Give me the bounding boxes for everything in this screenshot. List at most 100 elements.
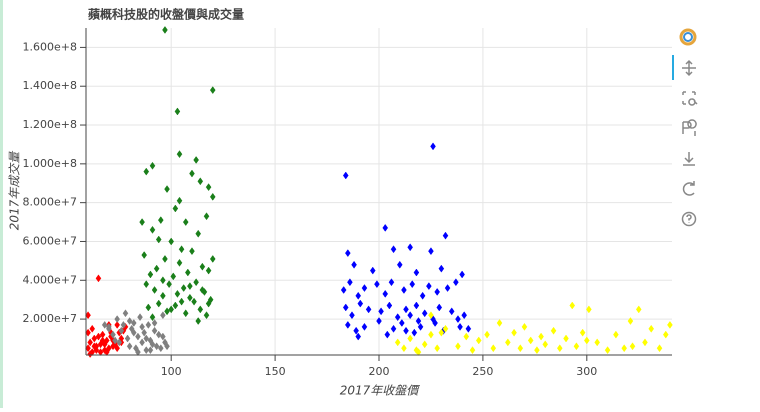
point [209, 86, 216, 95]
point [436, 303, 443, 312]
point [170, 272, 177, 281]
bokeh-logo[interactable] [679, 28, 697, 46]
point [203, 212, 210, 221]
point [409, 280, 416, 289]
point [151, 326, 158, 335]
point [137, 313, 143, 322]
point [455, 342, 461, 351]
point [475, 336, 482, 345]
point [103, 348, 110, 357]
point [484, 330, 490, 339]
point [166, 280, 172, 289]
point [172, 204, 179, 213]
help-tool[interactable] [681, 211, 697, 227]
x-tick-label: 250 [472, 365, 493, 378]
point [130, 328, 137, 337]
point [99, 336, 106, 345]
point [438, 264, 445, 273]
point [158, 216, 164, 225]
point [149, 313, 156, 322]
point [145, 303, 152, 312]
point [357, 299, 364, 308]
point [434, 344, 440, 353]
point [189, 247, 195, 256]
point [413, 268, 420, 277]
point [442, 324, 449, 333]
chart-title: 蘋概科技股的收盤價與成交量 [88, 7, 244, 22]
point [432, 319, 438, 327]
y-axis-label: 2017年成交量 [8, 151, 22, 231]
reset-tool[interactable] [682, 181, 695, 196]
point [120, 320, 127, 329]
active-indicator [672, 55, 674, 80]
point [459, 270, 465, 279]
point [403, 326, 409, 335]
point [205, 266, 212, 275]
point [401, 344, 407, 353]
point [164, 307, 170, 316]
point [160, 311, 166, 320]
point [195, 229, 202, 238]
point [573, 342, 580, 351]
point [126, 317, 133, 325]
point [469, 346, 476, 355]
save-tool[interactable] [683, 152, 695, 166]
point [97, 348, 104, 357]
point [457, 322, 463, 331]
point [374, 280, 380, 289]
point [164, 185, 170, 194]
point [89, 324, 96, 333]
pan-tool[interactable] [682, 59, 696, 77]
point [345, 320, 351, 329]
point [153, 342, 160, 351]
point [399, 319, 405, 327]
point [401, 286, 407, 294]
point [365, 305, 372, 314]
point [594, 338, 600, 347]
point [382, 223, 389, 232]
point [162, 255, 168, 263]
point [505, 338, 511, 347]
point [421, 309, 428, 318]
point [139, 338, 145, 347]
point [147, 270, 154, 279]
point [162, 26, 168, 34]
point [384, 330, 391, 339]
point [118, 326, 125, 335]
point [197, 305, 204, 314]
point [455, 315, 461, 324]
point [586, 305, 592, 314]
point [438, 328, 445, 337]
point [178, 297, 185, 306]
point [199, 262, 206, 271]
point [101, 320, 108, 329]
wheel-zoom-tool[interactable] [682, 119, 697, 136]
point [635, 305, 642, 314]
point [388, 278, 395, 287]
point [155, 299, 162, 308]
point [490, 344, 497, 353]
point [415, 317, 422, 325]
point [428, 330, 434, 339]
point [538, 332, 544, 341]
point [390, 245, 397, 254]
box-zoom-tool[interactable] [682, 91, 698, 106]
point [155, 235, 162, 244]
point [345, 249, 351, 258]
point [349, 311, 355, 320]
point [517, 344, 524, 353]
point [189, 169, 195, 178]
point [135, 348, 141, 357]
point [114, 320, 120, 329]
point [448, 307, 455, 316]
point [342, 303, 349, 312]
point [122, 309, 129, 318]
point [407, 311, 413, 320]
point [130, 319, 137, 327]
point [361, 322, 368, 331]
point [191, 297, 197, 306]
point [378, 307, 384, 316]
point [106, 322, 112, 331]
point [151, 319, 158, 327]
point [193, 278, 199, 287]
